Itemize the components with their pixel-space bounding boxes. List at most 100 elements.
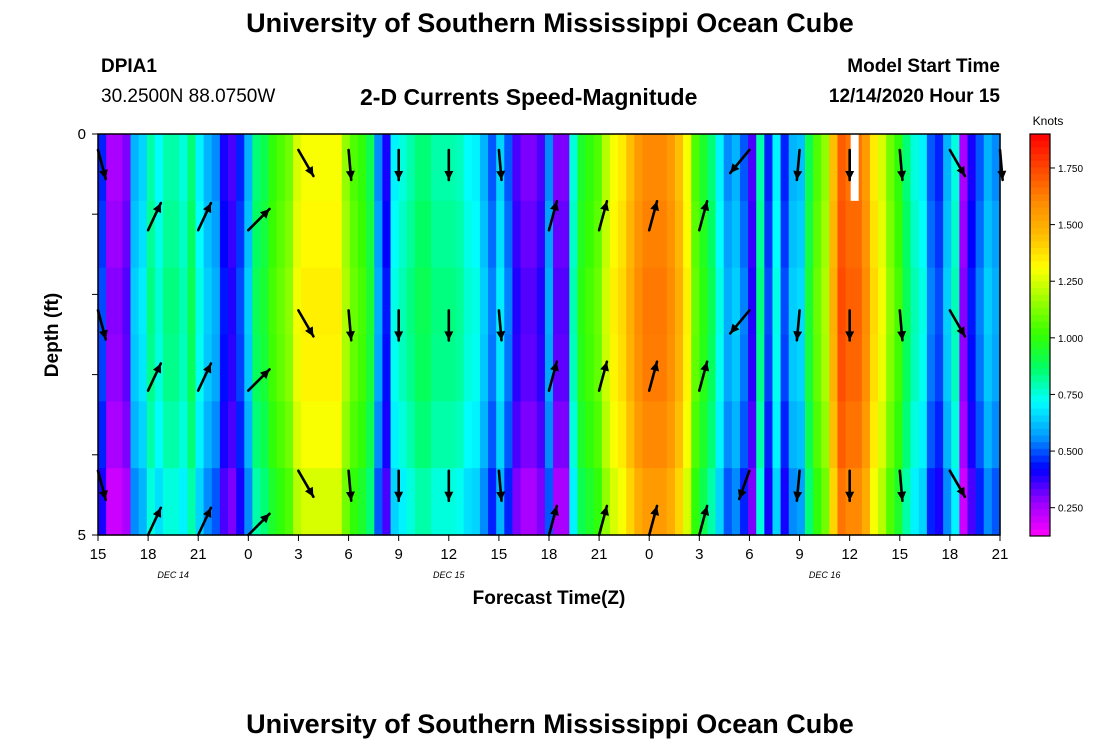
x-axis-label: Forecast Time(Z) (473, 588, 626, 609)
colorbar-swatch (1030, 187, 1050, 195)
heatmap-cell (561, 468, 570, 536)
colorbar-swatch (1030, 247, 1050, 256)
heatmap-cell (341, 134, 351, 202)
heatmap-cell (991, 334, 1001, 402)
heatmap-cell (577, 200, 587, 269)
colorbar-swatch (1030, 448, 1050, 457)
heatmap-cell (528, 134, 538, 202)
heatmap-cell (252, 334, 262, 402)
heatmap-cell (130, 267, 140, 336)
heatmap-cell (228, 334, 237, 402)
heatmap-cell (853, 334, 863, 402)
current-arrow (196, 506, 213, 537)
x-tick-label: 6 (344, 546, 352, 563)
current-arrow (146, 201, 163, 232)
heatmap-cell (211, 468, 221, 536)
heatmap-cell (983, 267, 993, 336)
heatmap-cell (195, 401, 205, 469)
heatmap-cell (236, 200, 245, 269)
colorbar-swatch (1030, 180, 1050, 189)
heatmap-cell (991, 267, 1001, 336)
heatmap-cell (983, 200, 993, 269)
colorbar-swatch (1030, 301, 1050, 309)
heatmap-cell (268, 134, 278, 202)
heatmap-cell (471, 267, 481, 336)
heatmap-cell (618, 267, 627, 336)
heatmap-cell (463, 401, 473, 469)
heatmap-cell (447, 334, 457, 402)
heatmap-cell (796, 200, 806, 269)
colorbar-swatch (1030, 515, 1050, 524)
heatmap-cell (520, 267, 530, 336)
heatmap-cell (447, 200, 457, 269)
heatmap-cell (414, 267, 424, 336)
heatmap-cell (609, 134, 619, 202)
heatmap-cell (276, 401, 286, 469)
heatmap-cell (943, 134, 952, 202)
heatmap-cell (471, 334, 481, 402)
current-arrow (496, 309, 506, 342)
heatmap-cell (479, 334, 489, 402)
heatmap-cell (878, 267, 887, 336)
heatmap-cell (894, 334, 904, 402)
heatmap-cell (496, 468, 505, 536)
heatmap-cell (699, 134, 709, 202)
heatmap-cell (926, 267, 936, 336)
heatmap-cell (455, 401, 465, 469)
current-arrow (444, 469, 454, 503)
current-arrow (597, 504, 609, 537)
heatmap-cell (114, 401, 123, 469)
heatmap-cell (439, 334, 449, 402)
heatmap-cell (772, 401, 782, 469)
heatmap-cell (211, 200, 221, 269)
x-tick-label: 3 (294, 546, 302, 563)
colorbar-swatch (1030, 335, 1050, 343)
heatmap-cell (284, 334, 294, 402)
current-arrow (345, 309, 355, 342)
heatmap-cell (293, 334, 302, 402)
heatmap-cell (536, 134, 546, 202)
heatmap-cell (666, 401, 676, 469)
heatmap-cell (756, 334, 765, 402)
heatmap-cell (886, 134, 895, 202)
heatmap-cell (674, 134, 684, 202)
heatmap-cell (512, 134, 522, 202)
heatmap-cell (569, 200, 579, 269)
heatmap-cell (593, 468, 603, 536)
heatmap-cell (138, 134, 148, 202)
x-tick-label: 9 (394, 546, 402, 563)
colorbar-unit: Knots (1033, 114, 1064, 128)
heatmap-cell (366, 401, 375, 469)
heatmap-cell (244, 267, 253, 336)
current-arrow (897, 148, 907, 182)
heatmap-cell (276, 334, 286, 402)
heatmap-cell (666, 134, 676, 202)
heatmap-cell (691, 334, 700, 402)
heatmap-cell (390, 200, 400, 269)
heatmap-cell (634, 334, 644, 402)
heatmap-cell (861, 334, 871, 402)
current-arrow (597, 360, 609, 392)
heatmap-cell (447, 401, 457, 469)
heatmap-cell (951, 401, 960, 469)
heatmap-cell (219, 267, 229, 336)
colorbar-swatch (1030, 288, 1050, 296)
heatmap-cell (268, 401, 278, 469)
heatmap-cell (349, 267, 359, 336)
heatmap-cell (569, 334, 579, 402)
heatmap-cell (463, 200, 473, 269)
heatmap-cell (715, 267, 725, 336)
heatmap-cell (951, 134, 960, 202)
heatmap-cell (683, 468, 692, 536)
current-arrow (444, 148, 454, 182)
heatmap-cell (642, 267, 652, 336)
heatmap-cell (228, 468, 237, 536)
heatmap-cell (333, 267, 343, 336)
heatmap-cell (414, 401, 424, 469)
heatmap-cell (228, 200, 237, 269)
heatmap-cell (244, 401, 253, 469)
heatmap-cell (366, 200, 375, 269)
heatmap-cell (447, 468, 457, 536)
heatmap-cell (894, 468, 904, 536)
current-arrow (496, 148, 506, 182)
